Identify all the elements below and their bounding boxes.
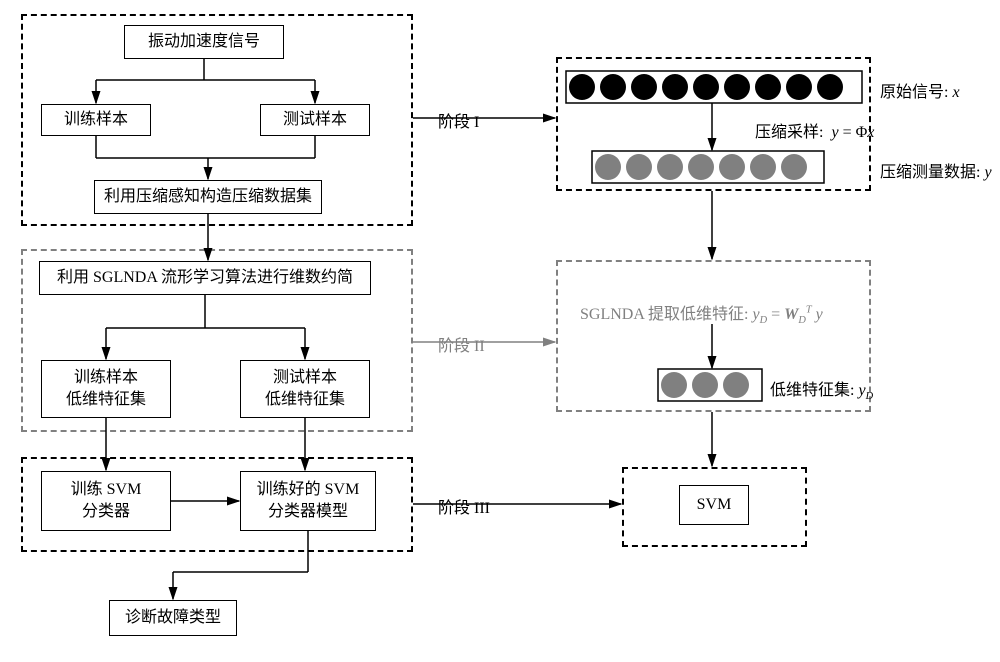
- label-stage-2: 阶段 II: [438, 332, 485, 356]
- box-train-low-dim-label: 训练样本 低维特征集: [66, 367, 146, 412]
- label-compress-data: 压缩测量数据: y: [880, 158, 992, 182]
- label-compress-sample: 压缩采样: y = Φx: [755, 118, 874, 142]
- diagram-canvas: 振动加速度信号 训练样本 测试样本 利用压缩感知构造压缩数据集 利用 SGLND…: [0, 0, 1000, 662]
- box-test-low-dim: 测试样本 低维特征集: [240, 360, 370, 418]
- box-sglnda-reduce: 利用 SGLNDA 流形学习算法进行维数约简: [39, 261, 371, 295]
- box-test-samples: 测试样本: [260, 104, 370, 136]
- box-train-low-dim: 训练样本 低维特征集: [41, 360, 171, 418]
- box-trained-svm: 训练好的 SVM 分类器模型: [240, 471, 376, 531]
- box-train-svm-label: 训练 SVM 分类器: [71, 479, 142, 524]
- box-trained-svm-label: 训练好的 SVM 分类器模型: [257, 479, 360, 524]
- label-original-signal: 原始信号: x: [880, 78, 960, 102]
- box-train-samples: 训练样本: [41, 104, 151, 136]
- box-svm: SVM: [679, 485, 749, 525]
- box-vibration-signal: 振动加速度信号: [124, 25, 284, 59]
- label-low-dim-set: 低维特征集: yD: [770, 376, 873, 402]
- label-sglnda-extract: SGLNDA 提取低维特征: yD = WDT y: [580, 300, 823, 326]
- label-stage-3: 阶段 III: [438, 494, 490, 518]
- box-train-svm: 训练 SVM 分类器: [41, 471, 171, 531]
- label-stage-1: 阶段 I: [438, 108, 479, 132]
- box-compress-dataset: 利用压缩感知构造压缩数据集: [94, 180, 322, 214]
- box-test-low-dim-label: 测试样本 低维特征集: [265, 367, 345, 412]
- box-diagnose: 诊断故障类型: [109, 600, 237, 636]
